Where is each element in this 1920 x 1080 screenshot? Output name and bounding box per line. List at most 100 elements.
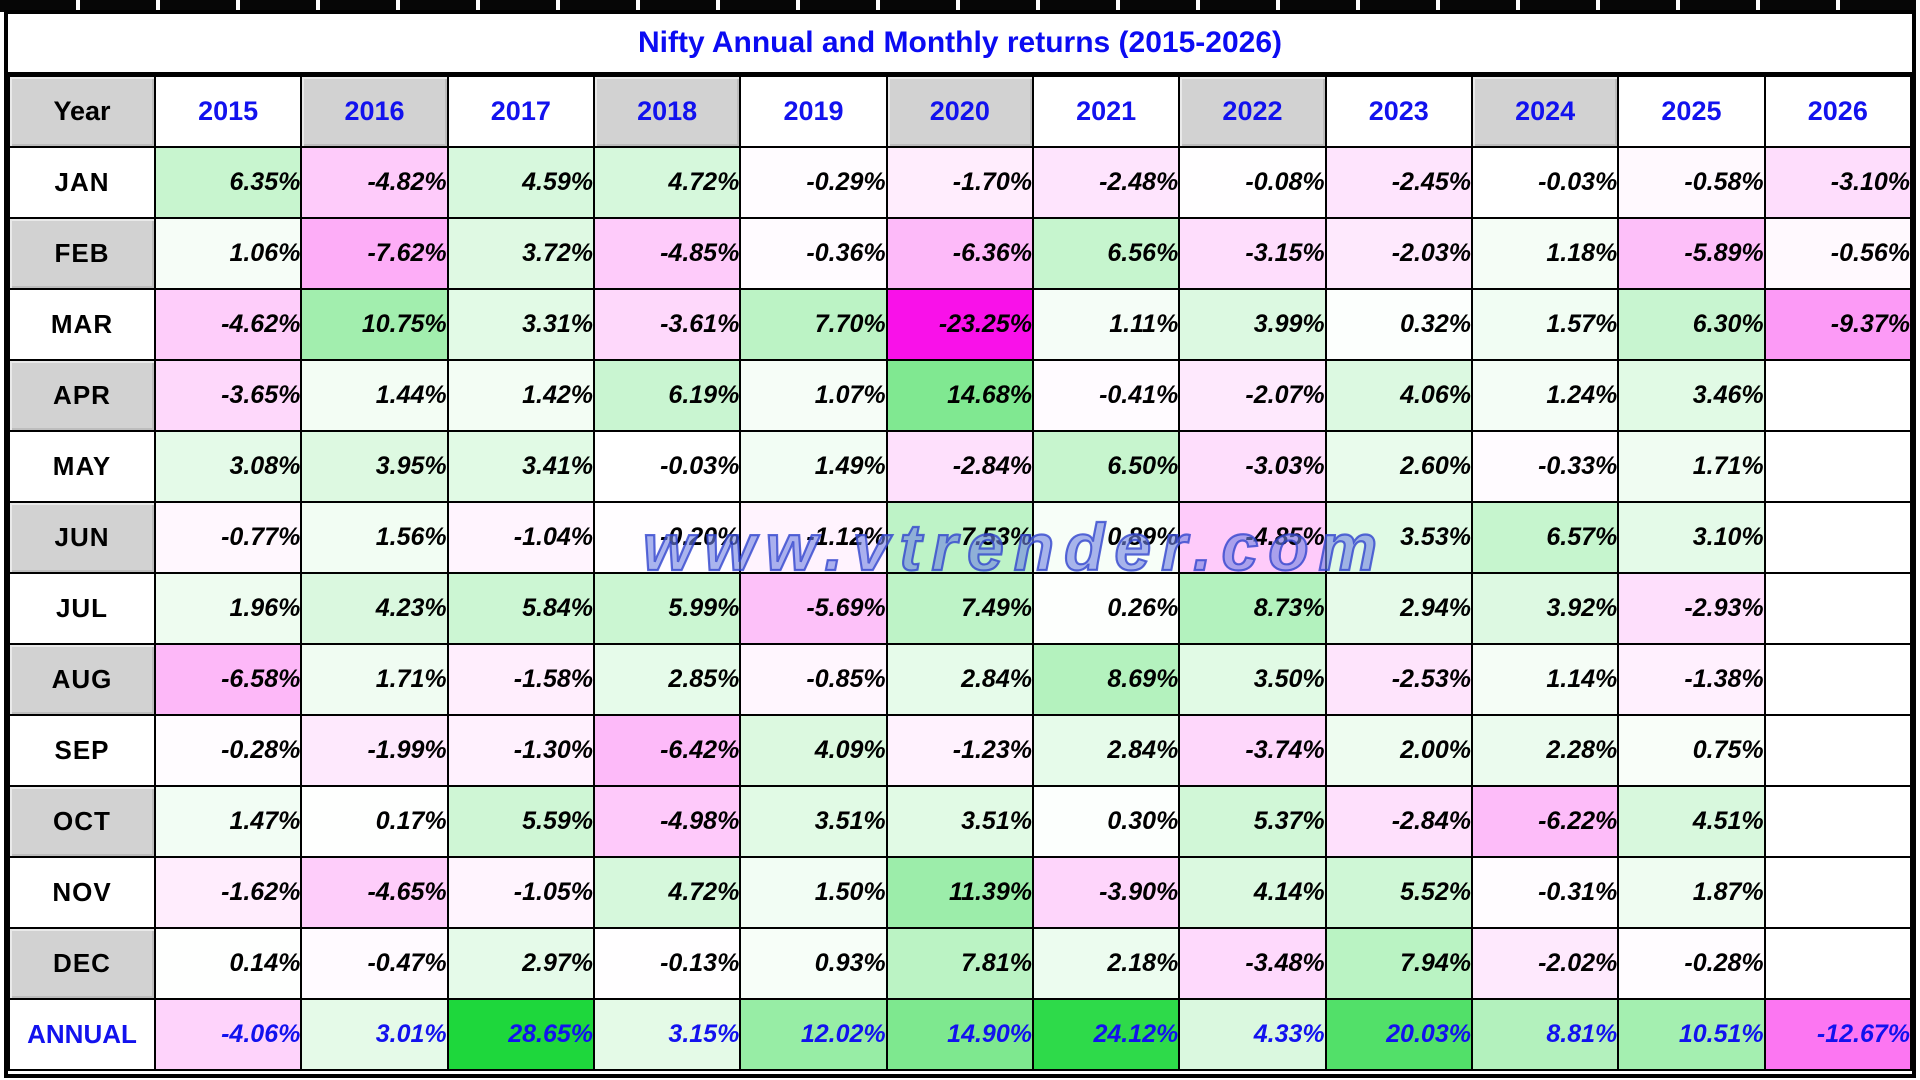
return-value-cell: -0.28% [1617,927,1766,1000]
return-value-cell: 2.97% [446,927,595,1000]
return-value-cell: 1.50% [739,856,888,929]
return-value-cell: 1.49% [739,430,888,503]
return-value-cell: 6.56% [1031,217,1181,290]
return-value-cell: 1.71% [300,643,449,716]
annual-label-cell: ANNUAL [8,998,156,1071]
year-header-cell: 2015 [153,75,303,148]
return-value-cell: 2.60% [1324,430,1473,503]
return-value-cell: 0.93% [739,927,888,1000]
return-value-cell: -2.02% [1470,927,1620,1000]
return-value-cell: 5.99% [592,572,742,645]
return-value-cell: 5.52% [1324,856,1473,929]
return-value-cell: 2.94% [1324,572,1473,645]
return-value-cell: -3.74% [1178,714,1327,787]
year-header-cell: 2025 [1617,75,1766,148]
return-value-cell: -4.85% [1178,501,1327,574]
month-label-cell: JUL [8,572,156,645]
return-value-cell: 3.01% [300,998,449,1071]
page-title: Nifty Annual and Monthly returns (2015-2… [637,26,1282,59]
month-row: NOV -1.62% -4.65% -1.05% 4.72% 1.50% 11.39% -3.… [8,856,1913,929]
return-value-cell: -0.31% [1470,856,1620,929]
return-value-cell: 5.37% [1178,785,1327,858]
return-value-cell: 3.92% [1470,572,1620,645]
return-value-cell: 4.06% [1324,359,1473,432]
return-value-cell: -0.77% [153,501,303,574]
return-value-cell: -4.62% [153,288,303,361]
return-value-cell: 6.50% [1031,430,1181,503]
return-value-cell: 6.57% [1470,501,1620,574]
return-value-cell: 3.72% [446,217,595,290]
return-value-cell: -0.47% [300,927,449,1000]
return-value-cell: -2.84% [885,430,1034,503]
month-label-cell: APR [8,359,156,432]
return-value-cell: -1.30% [446,714,595,787]
month-row: FEB 1.06% -7.62% 3.72% -4.85% -0.36% -6.36% 6.5… [8,217,1913,290]
return-value-cell: 1.47% [153,785,303,858]
return-value-cell: -0.41% [1031,359,1181,432]
return-value-cell: 7.70% [739,288,888,361]
year-corner-cell: Year [8,75,156,148]
return-value-cell: 1.87% [1617,856,1766,929]
return-value-cell: 4.09% [739,714,888,787]
return-value-cell: 10.75% [300,288,449,361]
return-value-cell: -6.42% [592,714,742,787]
return-value-cell: -2.93% [1617,572,1766,645]
return-value-cell: 1.42% [446,359,595,432]
month-row: JUL 1.96% 4.23% 5.84% 5.99% -5.69% 7.49% 0.26% 8… [8,572,1913,645]
return-value-cell: -0.85% [739,643,888,716]
return-value-cell: -1.38% [1617,643,1766,716]
return-value-cell [1763,501,1913,574]
year-header-cell: 2020 [885,75,1034,148]
return-value-cell [1763,927,1913,1000]
return-value-cell: 0.32% [1324,288,1473,361]
return-value-cell: 7.81% [885,927,1034,1000]
return-value-cell: -4.65% [300,856,449,929]
month-label-cell: JAN [8,146,156,219]
return-value-cell: -4.06% [153,998,303,1071]
return-value-cell: 1.18% [1470,217,1620,290]
return-value-cell: -3.61% [592,288,742,361]
return-value-cell: -1.23% [885,714,1034,787]
return-value-cell: 7.49% [885,572,1034,645]
return-value-cell: 0.14% [153,927,303,1000]
return-value-cell: 12.02% [739,998,888,1071]
return-value-cell: -1.58% [446,643,595,716]
title-bar: Nifty Annual and Monthly returns (2015-2… [8,14,1912,75]
return-value-cell: -3.10% [1763,146,1913,219]
return-value-cell: -3.03% [1178,430,1327,503]
return-value-cell [1763,643,1913,716]
return-value-cell: -6.58% [153,643,303,716]
return-value-cell: -2.07% [1178,359,1327,432]
year-header-cell: 2023 [1324,75,1473,148]
month-label-cell: JUN [8,501,156,574]
return-value-cell: 8.81% [1470,998,1620,1071]
return-value-cell: -1.62% [153,856,303,929]
return-value-cell: 1.06% [153,217,303,290]
return-value-cell: -0.58% [1617,146,1766,219]
year-header-cell: 2016 [300,75,449,148]
month-row: JUN -0.77% 1.56% -1.04% -0.20% -1.12% 7.53% 0.8… [8,501,1913,574]
return-value-cell: 14.90% [885,998,1034,1071]
return-value-cell: 5.84% [446,572,595,645]
return-value-cell: 1.56% [300,501,449,574]
return-value-cell: 28.65% [446,998,595,1071]
return-value-cell: 6.30% [1617,288,1766,361]
return-value-cell: 3.99% [1178,288,1327,361]
return-value-cell: 4.33% [1178,998,1327,1071]
return-value-cell: -2.48% [1031,146,1181,219]
month-label-cell: MAR [8,288,156,361]
month-row: JAN 6.35% -4.82% 4.59% 4.72% -0.29% -1.70% -2.4… [8,146,1913,219]
return-value-cell: -0.03% [592,430,742,503]
return-value-cell [1763,714,1913,787]
return-value-cell: -0.20% [592,501,742,574]
return-value-cell [1763,785,1913,858]
return-value-cell [1763,856,1913,929]
return-value-cell: -5.89% [1617,217,1766,290]
return-value-cell: 2.18% [1031,927,1181,1000]
return-value-cell: -0.36% [739,217,888,290]
return-value-cell: 3.31% [446,288,595,361]
return-value-cell: 7.53% [885,501,1034,574]
return-value-cell: -0.56% [1763,217,1913,290]
return-value-cell: -1.99% [300,714,449,787]
return-value-cell: 1.07% [739,359,888,432]
